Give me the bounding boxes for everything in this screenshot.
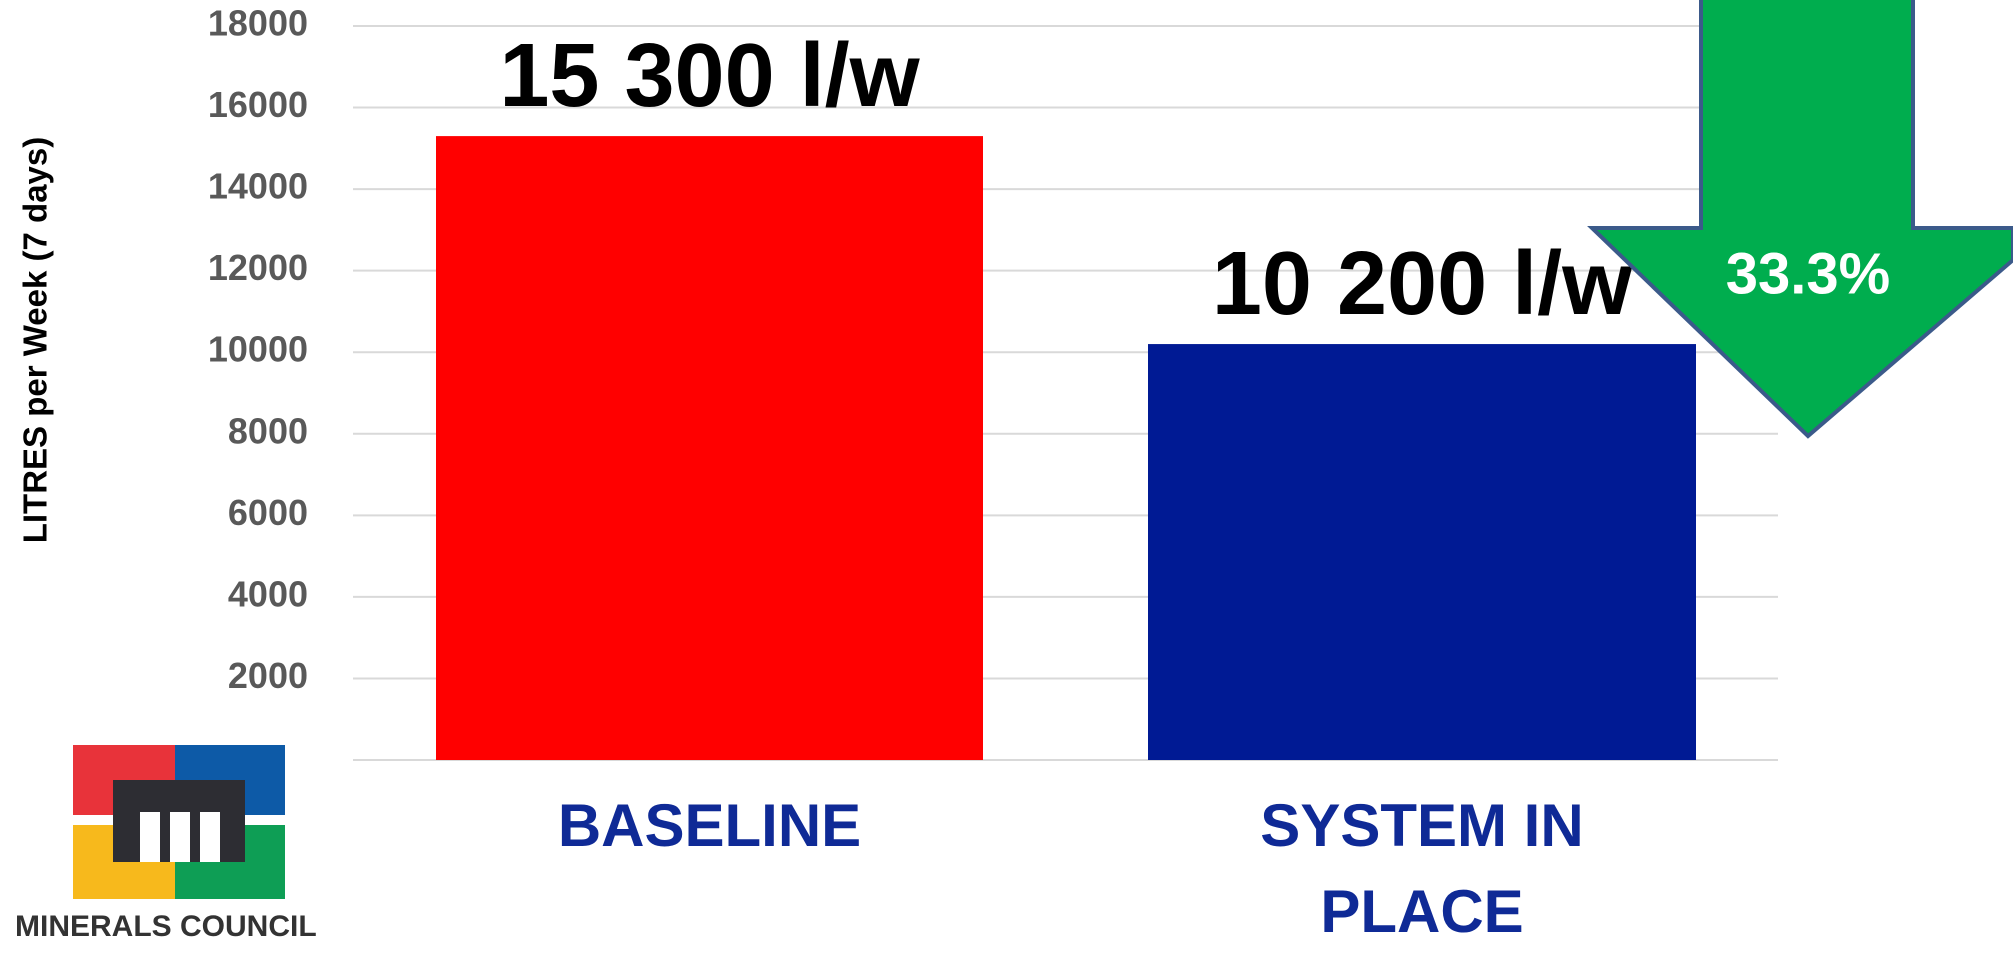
logo-squares [73,745,285,899]
y-tick-label: 10000 [208,329,308,370]
y-axis-label: LITRES per Week (7 days) [17,137,54,544]
annotation: 33.3% [1726,241,1890,306]
x-tick-label: SYSTEM IN PLACE [1260,792,1584,945]
y-tick-label: 12000 [208,247,308,288]
bar [1148,344,1696,760]
x-tick-label: BASELINE [557,792,862,859]
y-tick-label: 18000 [208,3,308,44]
y-tick-label: 4000 [228,573,308,614]
arrow [1587,0,2013,439]
y-tick-label: 16000 [208,84,308,125]
y-tick-label: 6000 [228,492,308,533]
y-tick-label: 8000 [228,410,308,451]
value-label: 10 200 l/w [1212,234,1633,334]
y-tick-label: 2000 [228,655,308,696]
y-tick-label: 14000 [208,166,308,207]
bar [436,136,983,761]
logo-text: MINERALS COUNCIL [15,910,317,943]
value-label: 15 300 l/w [499,26,920,126]
